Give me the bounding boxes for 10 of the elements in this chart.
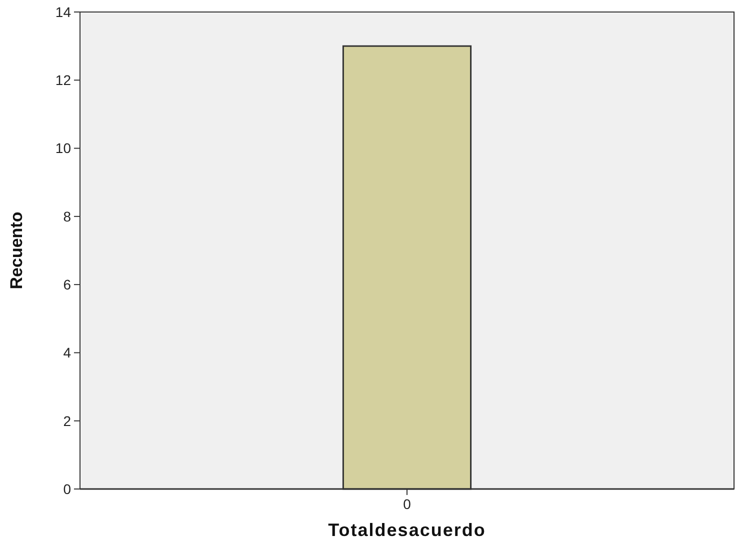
y-tick-label: 0 xyxy=(63,480,72,497)
y-tick-label: 12 xyxy=(55,72,72,88)
y-tick-label: 4 xyxy=(63,344,72,361)
y-tick-label: 8 xyxy=(63,208,72,224)
x-axis-title: Totaldesacuerdo xyxy=(328,520,486,540)
y-tick-label: 10 xyxy=(55,140,72,156)
y-tick-label: 2 xyxy=(63,412,72,429)
y-tick-label: 14 xyxy=(55,4,72,20)
y-tick-label: 6 xyxy=(63,276,72,292)
y-axis-title: Recuento xyxy=(7,212,26,290)
